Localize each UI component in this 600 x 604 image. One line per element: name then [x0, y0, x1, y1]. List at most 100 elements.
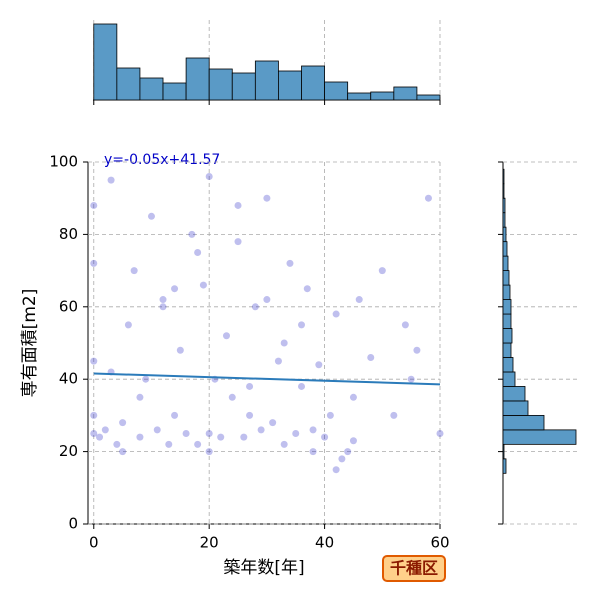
top-hist-bar: [254, 60, 279, 101]
right-hist-bar: [502, 357, 514, 373]
scatter-point: [292, 430, 300, 437]
scatter-point: [165, 440, 173, 448]
y-tick-label: 20: [59, 442, 78, 460]
x-tick-label: 0: [89, 534, 99, 552]
scatter-point: [119, 448, 127, 456]
top-hist-bar: [370, 91, 395, 101]
scatter-point: [90, 357, 98, 365]
scatter-point: [159, 296, 167, 304]
scatter-point: [413, 346, 421, 354]
scatter-point: [147, 212, 155, 220]
x-axis-label: 築年数[年]: [223, 558, 304, 578]
right-hist-bar: [502, 328, 513, 344]
scatter-point: [107, 176, 115, 184]
y-tick-label: 40: [59, 370, 78, 388]
right-hist-bar: [502, 299, 512, 315]
top-hist-bar: [416, 94, 441, 101]
scatter-point: [142, 375, 150, 383]
scatter-point: [234, 201, 242, 209]
scatter-point: [424, 194, 432, 202]
scatter-point: [136, 393, 144, 401]
top-hist-bar: [301, 65, 325, 101]
scatter-point: [378, 267, 386, 275]
scatter-point: [194, 249, 202, 256]
right-hist-bar: [502, 458, 507, 474]
right-hist-bar: [502, 270, 510, 286]
scatter-point: [153, 426, 161, 434]
right-hist-bar: [502, 255, 509, 271]
scatter-point: [344, 448, 352, 456]
scatter-point: [280, 440, 288, 448]
right-hist-bar: [502, 284, 511, 300]
top-hist-bar: [278, 70, 302, 101]
right-hist-bar: [502, 386, 526, 402]
scatter-point: [338, 455, 346, 463]
scatter-point: [90, 411, 98, 419]
scatter-point: [315, 361, 323, 369]
top-hist-bar: [347, 92, 372, 101]
scatter-point: [159, 303, 167, 311]
scatter-point: [309, 448, 317, 456]
scatter-point: [90, 259, 98, 267]
scatter-point: [263, 194, 271, 202]
scatter-point: [349, 437, 357, 445]
top-hist-bar: [139, 77, 164, 101]
scatter-point: [101, 426, 109, 434]
scatter-point: [246, 411, 254, 419]
y-tick-label: 100: [49, 153, 78, 171]
right-hist-bar: [502, 414, 545, 431]
right-hist-bar: [502, 241, 508, 257]
scatter-point: [367, 353, 375, 361]
scatter-point: [90, 430, 98, 437]
top-hist-bar: [393, 86, 418, 101]
right-hist-bar: [502, 313, 512, 329]
x-tick-label: 20: [200, 534, 219, 552]
scatter-point: [274, 357, 282, 365]
scatter-point: [298, 321, 306, 329]
top-hist-bar: [324, 81, 349, 101]
top-hist-bar: [185, 57, 210, 101]
scatter-point: [194, 440, 202, 448]
right-hist-bar: [502, 443, 505, 460]
scatter-point: [257, 426, 265, 434]
y-axis-label: 専有面積[m2]: [20, 289, 40, 398]
top-hist-bar: [162, 82, 187, 101]
right-hist-bar: [502, 168, 505, 185]
scatter-point: [171, 285, 179, 293]
right-hist-bar: [502, 183, 505, 199]
annotation: y=-0.05x+41.57: [104, 152, 220, 168]
scatter-point: [246, 382, 254, 390]
scatter-point: [321, 433, 329, 441]
scatter-point: [176, 346, 184, 354]
scatter-point: [96, 433, 104, 441]
scatter-point: [263, 296, 271, 304]
scatter-point: [222, 332, 230, 340]
scatter-point: [303, 285, 311, 293]
scatter-point: [240, 433, 248, 441]
scatter-point: [251, 303, 259, 311]
scatter-point: [90, 201, 98, 209]
top-hist-bar: [116, 67, 141, 101]
scatter-point: [171, 411, 179, 419]
right-hist-bar: [502, 371, 516, 387]
badge: 千種区: [390, 559, 438, 578]
top-hist-bar: [231, 72, 256, 101]
scatter-point: [355, 296, 363, 304]
right-hist-bar: [502, 342, 512, 358]
top-hist-bar: [208, 68, 233, 101]
scatter-point: [188, 230, 196, 238]
y-tick-label: 60: [59, 297, 78, 315]
scatter-point: [130, 267, 138, 275]
scatter-point: [401, 321, 409, 329]
right-hist-bar: [502, 400, 529, 416]
scatter-point: [286, 259, 294, 267]
badge-box: [382, 555, 446, 582]
scatter-point: [217, 433, 225, 441]
scatter-point: [205, 430, 213, 437]
scatter-point: [407, 375, 415, 383]
scatter-point: [205, 172, 213, 180]
y-tick-label: 0: [68, 515, 78, 533]
scatter-point: [332, 466, 340, 474]
x-tick-label: 40: [315, 534, 334, 552]
scatter-point: [199, 281, 207, 289]
